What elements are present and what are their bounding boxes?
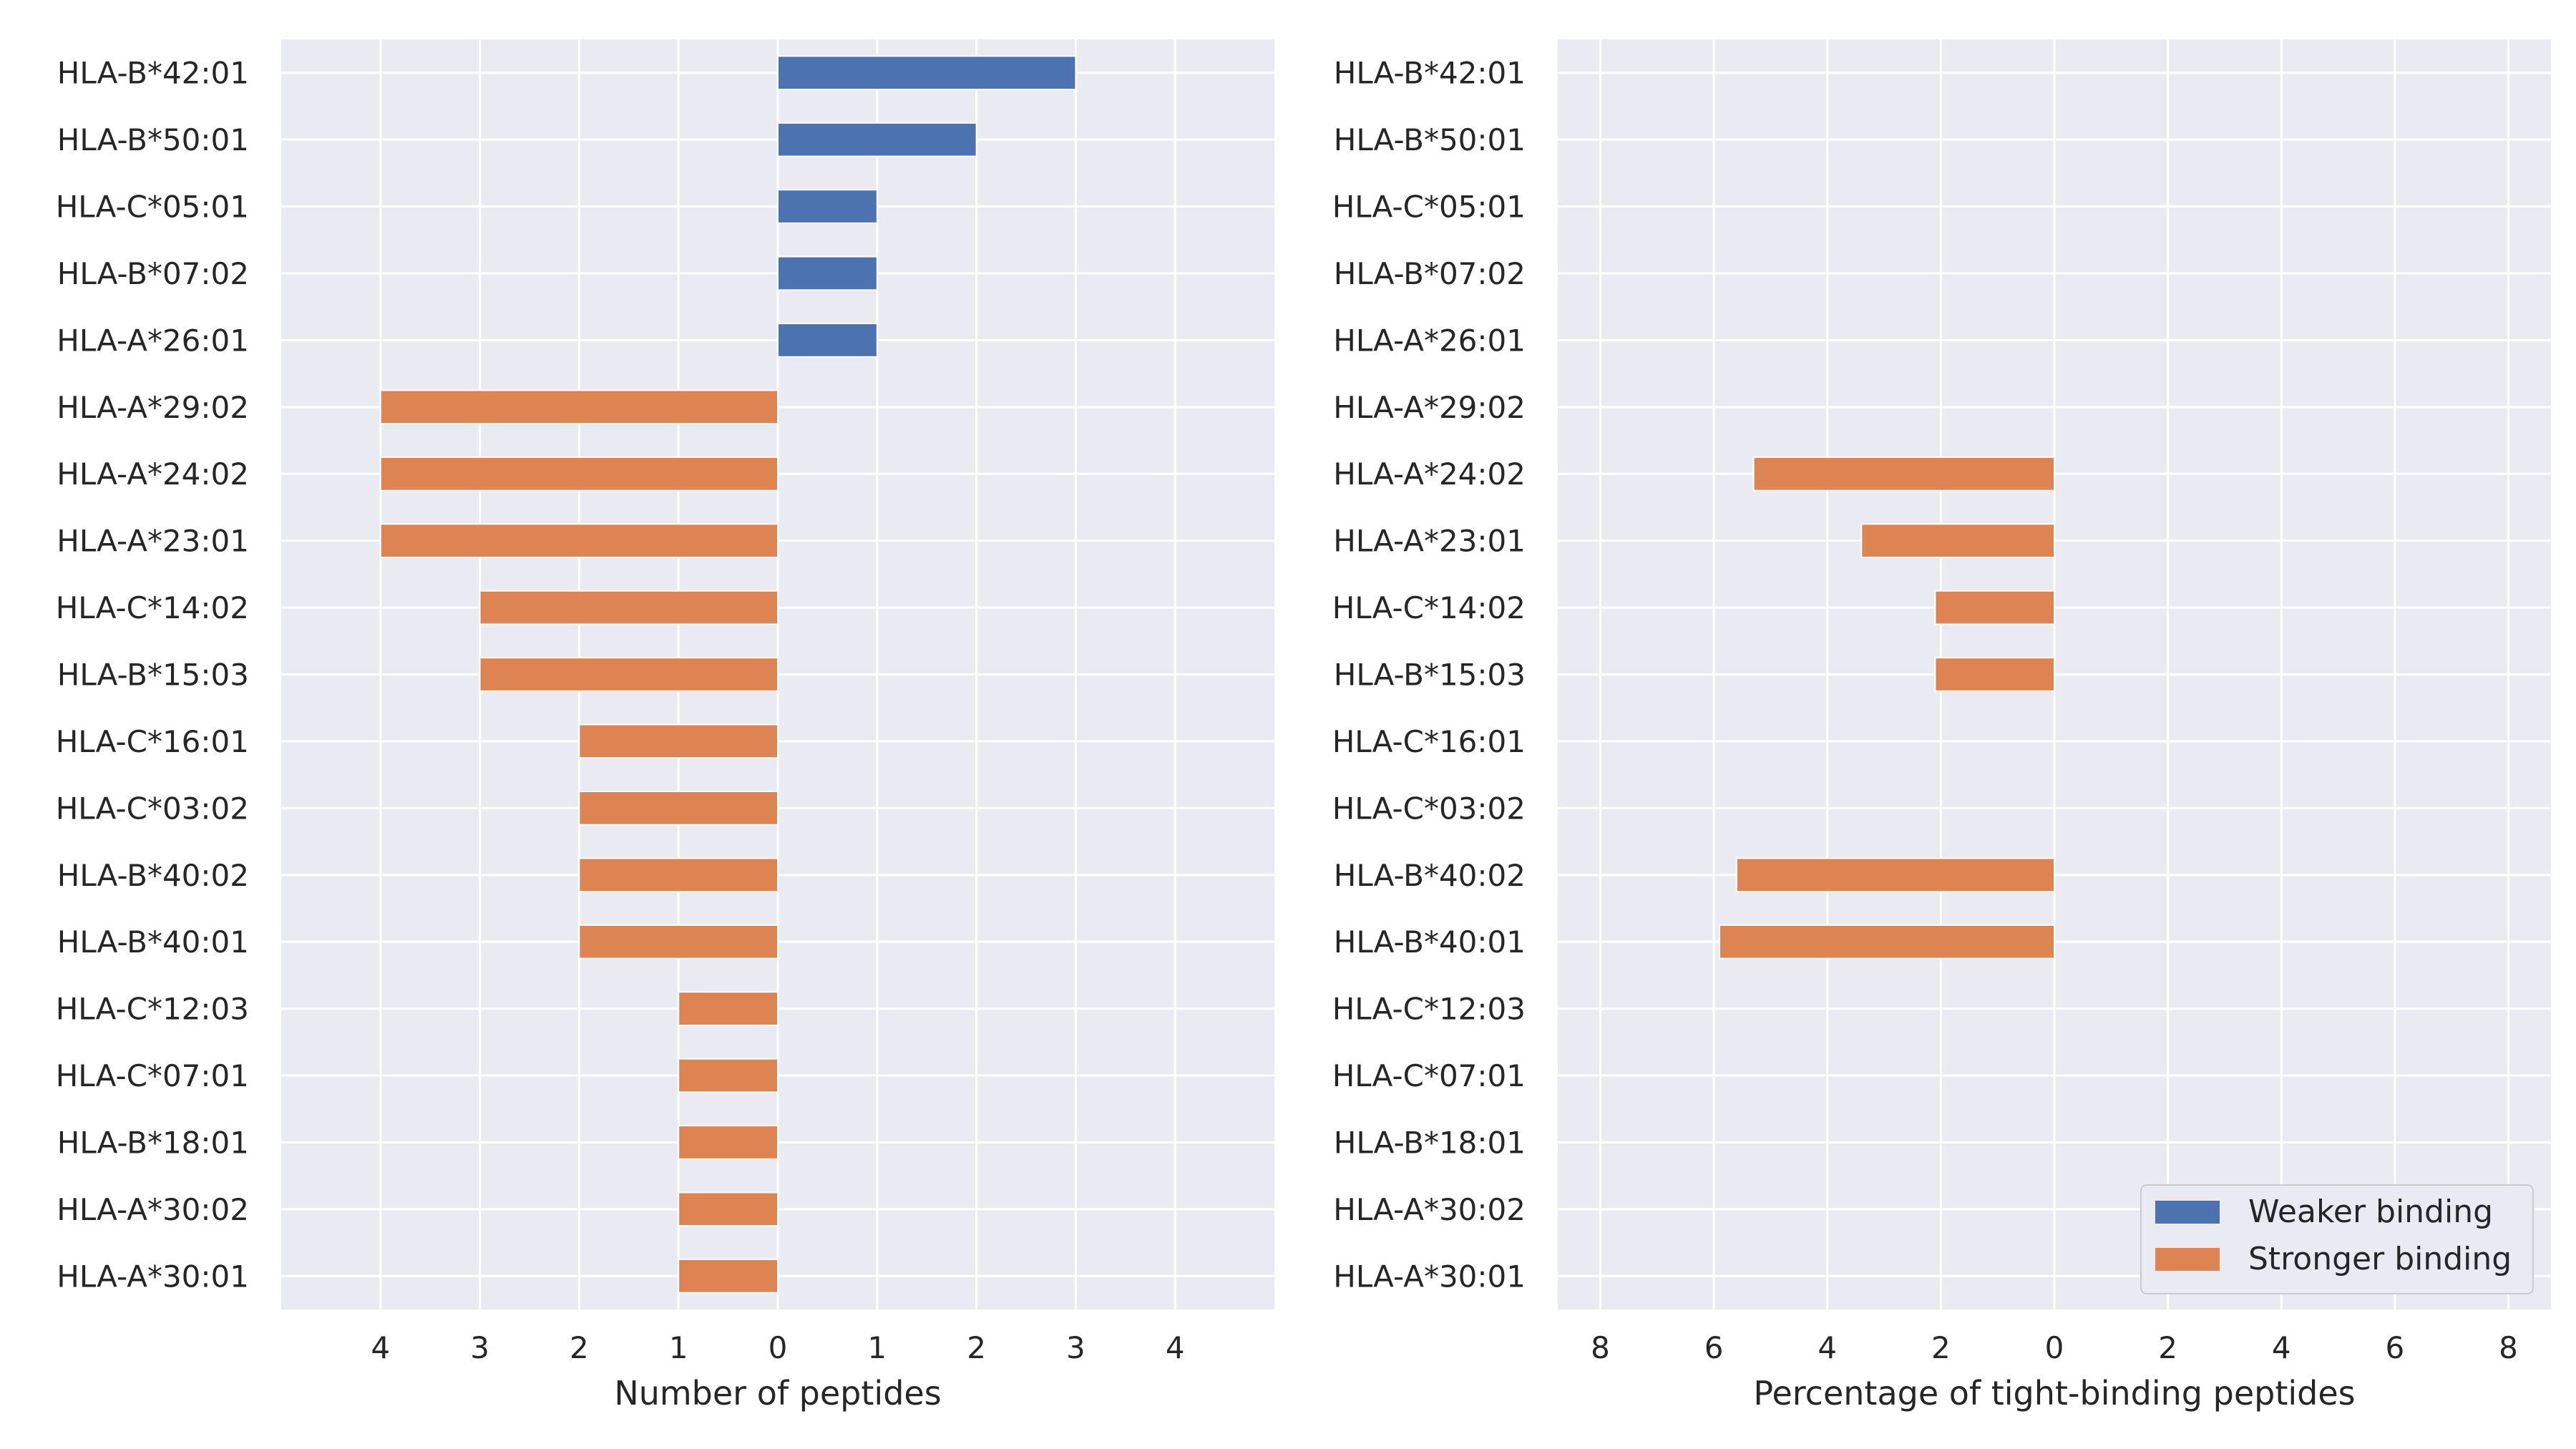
y-tick-label: HLA-B*50:01: [57, 122, 249, 157]
bar-stronger: [479, 590, 779, 625]
y-tick-label: HLA-C*05:01: [56, 190, 249, 225]
legend-swatch-stronger: [2155, 1248, 2220, 1271]
y-tick-label: HLA-A*30:02: [57, 1192, 249, 1227]
y-tick-label: HLA-C*14:02: [1332, 590, 1526, 625]
bar-weaker: [777, 323, 878, 358]
x-tick-label: 6: [2386, 1330, 2405, 1365]
legend-label: Stronger binding: [2248, 1241, 2512, 1277]
y-tick-label: HLA-B*15:03: [57, 658, 249, 693]
bar-stronger: [578, 924, 779, 960]
y-tick-label: HLA-B*40:02: [57, 858, 249, 893]
bar-weaker: [777, 189, 878, 224]
y-tick-label: HLA-A*26:01: [1333, 323, 1526, 358]
x-tick-label: 2: [1931, 1330, 1951, 1365]
y-tick-label: HLA-A*30:01: [57, 1259, 249, 1294]
y-tick-label: HLA-B*40:02: [1334, 858, 1526, 893]
bar-stronger: [1934, 657, 2055, 692]
y-tick-label: HLA-A*23:01: [57, 524, 249, 559]
y-tick-label: HLA-B*40:01: [57, 924, 249, 960]
bar-weaker: [777, 55, 1077, 91]
right-chart-panel: HLA-B*42:01 HLA-B*50:01 HLA-C*05:01 HLA-B*0…: [1332, 39, 2551, 1413]
bar-stronger: [678, 1058, 779, 1093]
x-tick-label: 2: [967, 1330, 986, 1365]
x-tick-label: 3: [1066, 1330, 1085, 1365]
y-tick-label: HLA-C*03:02: [56, 791, 249, 826]
x-tick-label: 4: [1818, 1330, 1837, 1365]
y-tick-label: HLA-C*07:01: [1332, 1058, 1526, 1093]
bar-weaker: [777, 255, 878, 291]
x-tick-label: 1: [867, 1330, 887, 1365]
y-tick-label: HLA-B*42:01: [57, 56, 249, 91]
x-tick-label: 2: [570, 1330, 589, 1365]
y-tick-label: HLA-C*12:03: [1332, 992, 1526, 1027]
x-tick-label: 0: [769, 1330, 788, 1365]
y-tick-label: HLA-B*50:01: [1334, 122, 1526, 157]
bar-stronger: [379, 523, 779, 559]
x-tick-label: 0: [2045, 1330, 2064, 1365]
y-tick-label: HLA-B*07:02: [1334, 256, 1526, 291]
x-axis-label: Percentage of tight-binding peptides: [1753, 1374, 2355, 1413]
bar-stronger: [379, 389, 779, 425]
bar-stronger: [578, 723, 779, 759]
bar-stronger: [1860, 523, 2056, 559]
y-tick-label: HLA-A*24:02: [1333, 457, 1526, 492]
y-tick-label: HLA-C*03:02: [1332, 791, 1526, 826]
x-tick-label: 8: [2499, 1330, 2518, 1365]
x-tick-label: 4: [371, 1330, 390, 1365]
y-tick-label: HLA-A*26:01: [57, 323, 249, 358]
bar-stronger: [578, 790, 779, 826]
y-tick-label: HLA-B*07:02: [57, 256, 249, 291]
y-tick-label: HLA-B*42:01: [1334, 56, 1526, 91]
legend: Weaker binding Stronger binding: [2140, 1184, 2534, 1294]
bar-stronger: [1735, 857, 2056, 893]
x-tick-label: 3: [470, 1330, 489, 1365]
y-tick-label: HLA-B*18:01: [57, 1125, 249, 1160]
legend-label: Weaker binding: [2248, 1194, 2493, 1230]
bar-stronger: [678, 1191, 779, 1227]
x-axis-label: Number of peptides: [614, 1374, 941, 1413]
y-tick-label: HLA-A*30:01: [1333, 1259, 1526, 1294]
y-tick-label: HLA-A*29:02: [57, 390, 249, 425]
bar-stronger: [678, 991, 779, 1026]
y-tick-label: HLA-C*07:01: [56, 1058, 249, 1093]
y-tick-label: HLA-B*15:03: [1334, 658, 1526, 693]
y-tick-label: HLA-A*23:01: [1333, 524, 1526, 559]
bar-stronger: [1719, 924, 2055, 960]
x-tick-label: 4: [2272, 1330, 2291, 1365]
y-tick-label: HLA-C*14:02: [56, 590, 249, 625]
x-tick-label: 4: [1166, 1330, 1185, 1365]
y-tick-label: HLA-A*24:02: [57, 457, 249, 492]
bar-weaker: [777, 122, 977, 157]
legend-frame: [2140, 1184, 2534, 1294]
bar-stronger: [678, 1258, 779, 1294]
y-tick-label: HLA-A*29:02: [1333, 390, 1526, 425]
y-tick-label: HLA-B*18:01: [1334, 1125, 1526, 1160]
bar-stronger: [379, 456, 779, 492]
bar-stronger: [578, 857, 779, 893]
y-tick-label: HLA-A*30:02: [1333, 1192, 1526, 1227]
x-tick-label: 1: [669, 1330, 688, 1365]
bar-stronger: [479, 657, 779, 692]
bar-stronger: [678, 1125, 779, 1160]
bar-stronger: [1752, 456, 2055, 492]
y-tick-label: HLA-B*40:01: [1334, 924, 1526, 960]
x-tick-label: 2: [2158, 1330, 2177, 1365]
left-chart-panel: HLA-B*42:01 HLA-B*50:01 HLA-C*05:01 HLA-B*0…: [56, 39, 1274, 1413]
y-tick-label: HLA-C*16:01: [1332, 724, 1526, 759]
y-tick-label: HLA-C*16:01: [56, 724, 249, 759]
x-tick-label: 6: [1704, 1330, 1724, 1365]
legend-swatch-weaker: [2155, 1201, 2220, 1224]
y-tick-label: HLA-C*05:01: [1332, 190, 1526, 225]
x-tick-label: 8: [1591, 1330, 1610, 1365]
y-tick-label: HLA-C*12:03: [56, 992, 249, 1027]
bar-stronger: [1934, 590, 2055, 625]
